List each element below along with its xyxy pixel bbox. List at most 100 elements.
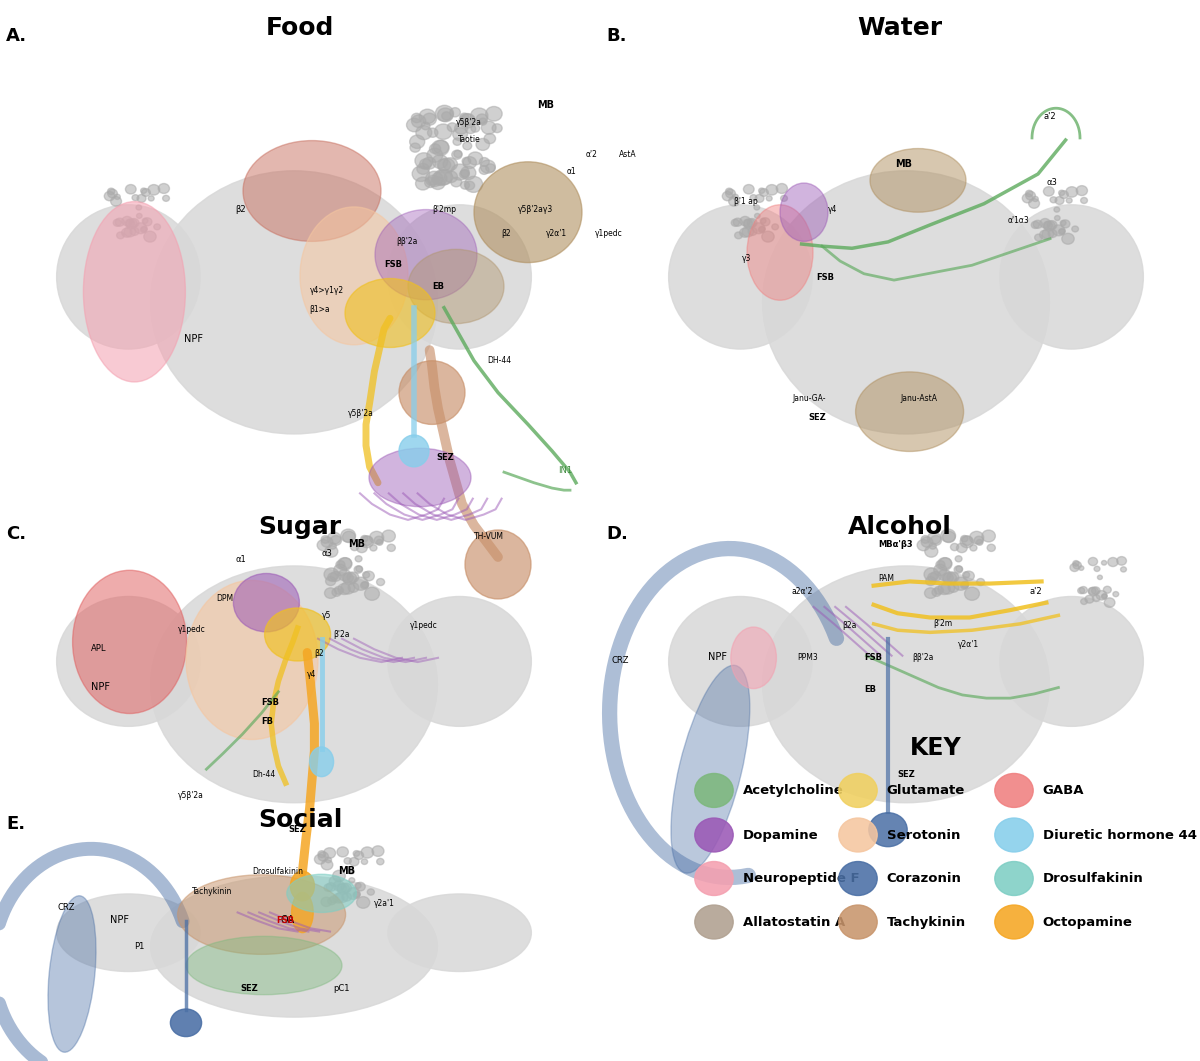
Text: CRZ: CRZ: [612, 656, 630, 665]
Circle shape: [322, 859, 332, 870]
Circle shape: [365, 587, 379, 601]
Circle shape: [328, 898, 336, 905]
Circle shape: [930, 572, 941, 581]
Circle shape: [388, 544, 395, 552]
Text: Water: Water: [858, 16, 942, 40]
Circle shape: [329, 876, 341, 886]
Circle shape: [1044, 187, 1054, 196]
Circle shape: [1076, 186, 1087, 195]
Text: β2a: β2a: [842, 621, 857, 630]
Text: pC1: pC1: [334, 984, 350, 993]
Circle shape: [1092, 594, 1100, 602]
Circle shape: [781, 195, 787, 202]
Circle shape: [377, 858, 384, 865]
Text: β2: β2: [314, 648, 324, 658]
Circle shape: [1062, 233, 1074, 244]
Text: MBα'β3: MBα'β3: [878, 540, 913, 550]
Text: Social: Social: [258, 808, 342, 833]
Circle shape: [144, 231, 156, 242]
Circle shape: [336, 892, 348, 903]
Circle shape: [943, 572, 956, 585]
Text: APL: APL: [91, 644, 107, 654]
Circle shape: [1022, 193, 1033, 203]
Circle shape: [748, 219, 757, 227]
Text: Neuropeptide F: Neuropeptide F: [743, 872, 859, 885]
Circle shape: [928, 573, 937, 581]
Text: Diuretic hormone 44 (Dh44): Diuretic hormone 44 (Dh44): [1043, 829, 1200, 841]
Circle shape: [479, 157, 490, 167]
Circle shape: [961, 581, 968, 588]
Ellipse shape: [408, 249, 504, 324]
Circle shape: [377, 539, 383, 545]
Circle shape: [325, 545, 338, 557]
Circle shape: [355, 883, 365, 891]
Circle shape: [461, 181, 469, 189]
Circle shape: [326, 883, 336, 891]
Circle shape: [1061, 220, 1070, 228]
Text: Corazonin: Corazonin: [887, 872, 961, 885]
Circle shape: [163, 195, 169, 202]
Text: MB: MB: [338, 866, 355, 876]
Circle shape: [1073, 561, 1081, 569]
Circle shape: [1088, 588, 1096, 594]
Circle shape: [463, 157, 476, 169]
Text: γ2a'1: γ2a'1: [374, 899, 395, 908]
Circle shape: [744, 185, 754, 194]
Ellipse shape: [398, 435, 430, 467]
Circle shape: [767, 196, 772, 201]
Circle shape: [354, 577, 368, 590]
Circle shape: [929, 543, 936, 550]
Circle shape: [995, 862, 1033, 895]
Circle shape: [361, 581, 368, 588]
Text: Janu-AstA: Janu-AstA: [900, 394, 937, 403]
Circle shape: [1085, 595, 1094, 603]
Circle shape: [338, 570, 350, 580]
Circle shape: [970, 532, 984, 544]
Text: γ4: γ4: [307, 669, 317, 679]
Circle shape: [1058, 229, 1064, 234]
Ellipse shape: [290, 871, 314, 901]
Text: E.: E.: [6, 815, 25, 833]
Circle shape: [148, 185, 160, 195]
Circle shape: [772, 224, 779, 230]
Circle shape: [928, 533, 941, 544]
Circle shape: [335, 587, 343, 594]
Circle shape: [476, 114, 487, 124]
Circle shape: [1104, 597, 1115, 607]
Circle shape: [1039, 219, 1050, 228]
Circle shape: [350, 543, 359, 551]
Text: GABA: GABA: [1043, 784, 1085, 797]
Text: γ1pedc: γ1pedc: [410, 621, 438, 630]
Circle shape: [121, 228, 132, 238]
Circle shape: [422, 157, 436, 169]
Circle shape: [476, 138, 490, 151]
Ellipse shape: [287, 874, 356, 912]
Circle shape: [982, 530, 995, 542]
Circle shape: [114, 194, 120, 199]
Circle shape: [1060, 221, 1066, 226]
Text: β'1 ap: β'1 ap: [734, 196, 758, 206]
Ellipse shape: [388, 596, 532, 727]
Circle shape: [974, 536, 984, 544]
Circle shape: [407, 118, 422, 132]
Circle shape: [450, 107, 461, 117]
Text: Glutamate: Glutamate: [887, 784, 965, 797]
Circle shape: [360, 536, 373, 547]
Circle shape: [416, 163, 430, 174]
Circle shape: [942, 532, 955, 542]
Ellipse shape: [150, 875, 438, 1017]
Circle shape: [1048, 229, 1057, 238]
Circle shape: [1058, 190, 1064, 195]
Ellipse shape: [1000, 205, 1144, 349]
Circle shape: [154, 224, 161, 230]
Circle shape: [935, 587, 943, 594]
Text: MB: MB: [348, 539, 365, 550]
Circle shape: [468, 152, 482, 164]
Circle shape: [361, 536, 368, 542]
Circle shape: [924, 568, 938, 580]
Circle shape: [452, 127, 468, 141]
Ellipse shape: [186, 937, 342, 995]
Circle shape: [1048, 221, 1057, 229]
Text: Drosulfakinin: Drosulfakinin: [252, 867, 302, 876]
Ellipse shape: [56, 596, 200, 727]
